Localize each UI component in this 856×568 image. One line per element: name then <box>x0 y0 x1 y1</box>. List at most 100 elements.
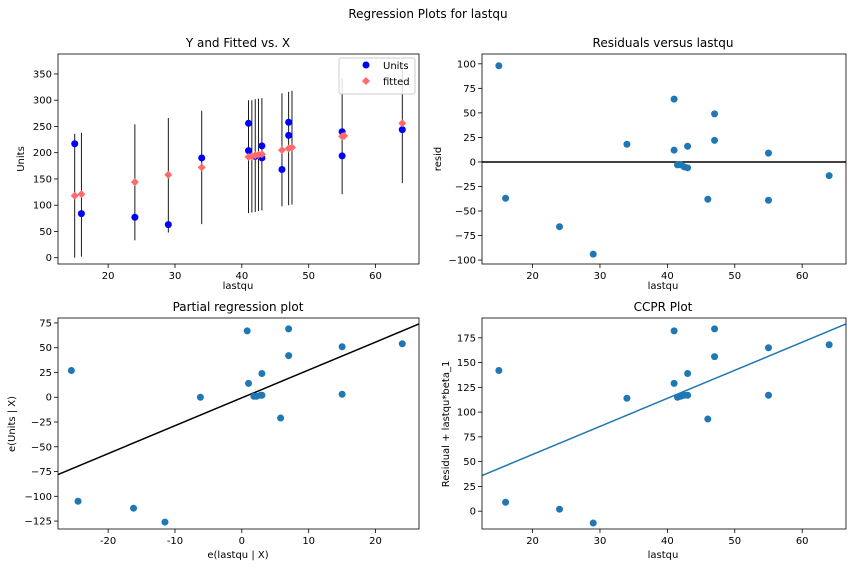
panel-title-residuals: Residuals versus lastqu <box>593 36 734 50</box>
plot-area-partial-regression <box>58 323 419 526</box>
data-point <box>338 390 346 398</box>
units-point <box>245 147 253 155</box>
y-tick-label: −100 <box>449 256 476 267</box>
y-tick-label: 50 <box>463 457 476 468</box>
x-tick-label: 30 <box>594 271 607 282</box>
data-point <box>67 367 75 375</box>
y-tick-label: −100 <box>25 492 52 503</box>
data-point <box>495 62 503 70</box>
x-tick-label: 20 <box>526 271 539 282</box>
ylabel-y-fitted: Units <box>16 146 27 172</box>
y-tick-label: 25 <box>39 368 52 379</box>
x-tick-label: 50 <box>302 271 315 282</box>
data-point <box>398 340 406 348</box>
legend: Units fitted <box>338 57 416 95</box>
x-tick-label: 30 <box>594 536 607 547</box>
data-point <box>684 164 692 172</box>
x-tick-label: 20 <box>102 271 115 282</box>
units-point <box>245 119 253 127</box>
data-point <box>502 194 510 202</box>
x-tick-label: 60 <box>369 271 382 282</box>
data-point <box>74 497 82 505</box>
data-point <box>556 223 564 231</box>
y-tick-label: −50 <box>455 207 476 218</box>
y-tick-label: 0 <box>470 157 476 168</box>
data-point <box>589 250 597 258</box>
y-tick-label: 75 <box>39 318 52 329</box>
data-point <box>764 391 772 399</box>
x-tick-label: 40 <box>661 271 674 282</box>
data-point <box>711 325 719 333</box>
fitted-point <box>398 119 407 128</box>
fitted-point <box>277 146 286 155</box>
data-point <box>711 136 719 144</box>
panel-title-y-fitted: Y and Fitted vs. X <box>185 36 290 50</box>
data-point <box>825 172 833 180</box>
data-point <box>764 196 772 204</box>
data-point <box>258 369 266 377</box>
x-tick-label: 0 <box>239 536 245 547</box>
xlabel-ccpr: lastqu <box>648 550 679 561</box>
fitted-point <box>287 143 296 152</box>
data-point <box>502 498 510 506</box>
ylabel-ccpr: Residual + lastqu*beta_1 <box>441 361 452 488</box>
data-point <box>670 146 678 154</box>
units-point <box>285 118 293 126</box>
y-tick-label: 75 <box>463 84 476 95</box>
units-point <box>71 140 79 148</box>
units-point <box>285 131 293 139</box>
y-tick-label: −75 <box>455 231 476 242</box>
units-point <box>198 154 206 162</box>
legend-label-fitted: fitted <box>383 77 410 88</box>
x-tick-label: 50 <box>728 536 741 547</box>
panel-ccpr: CCPR Plot lastqu Residual + lastqu*beta_… <box>441 300 847 561</box>
x-tick-label: -20 <box>100 536 116 547</box>
data-point <box>285 352 293 360</box>
xlabel-y-fitted: lastqu <box>223 281 254 292</box>
y-tick-label: 200 <box>33 148 52 159</box>
fitted-point <box>197 163 206 172</box>
units-point <box>131 213 139 221</box>
units-point <box>164 221 172 229</box>
fitted-point <box>77 190 86 199</box>
data-point <box>825 341 833 349</box>
y-tick-label: 0 <box>470 507 476 518</box>
panel-residuals: Residuals versus lastqu lastqu resid 20 3… <box>433 36 847 292</box>
data-point <box>161 518 169 526</box>
y-tick-label: −25 <box>31 418 52 429</box>
data-point <box>684 391 692 399</box>
data-point <box>258 391 266 399</box>
y-tick-label: 150 <box>457 358 476 369</box>
data-point <box>684 142 692 150</box>
data-point <box>670 379 678 387</box>
y-tick-label: −25 <box>455 182 476 193</box>
axes-frame <box>57 317 420 530</box>
data-point <box>277 414 285 422</box>
y-tick-label: 100 <box>457 408 476 419</box>
units-point <box>278 166 286 173</box>
ylabel-partial-regression: e(Units | X) <box>7 396 18 452</box>
units-point <box>398 126 406 134</box>
panel-title-ccpr: CCPR Plot <box>634 300 693 314</box>
y-tick-label: 75 <box>463 432 476 443</box>
axes-frame <box>481 53 847 265</box>
data-point <box>764 149 772 157</box>
xlabel-residuals: lastqu <box>648 281 679 292</box>
data-point <box>285 325 293 333</box>
data-point <box>338 343 346 351</box>
data-point <box>704 195 712 203</box>
y-tick-label: 50 <box>463 108 476 119</box>
data-point <box>764 344 772 352</box>
x-tick-label: 60 <box>796 271 809 282</box>
x-tick-label: 10 <box>302 536 315 547</box>
y-tick-label: 100 <box>33 201 52 212</box>
ylabel-residuals: resid <box>433 147 444 171</box>
y-tick-label: 150 <box>33 174 52 185</box>
units-point <box>258 142 266 150</box>
legend-marker-fitted <box>362 77 370 85</box>
plot-area-y-fitted <box>70 63 407 258</box>
y-tick-label: 125 <box>457 383 476 394</box>
legend-box <box>338 57 416 95</box>
data-point <box>589 519 597 527</box>
